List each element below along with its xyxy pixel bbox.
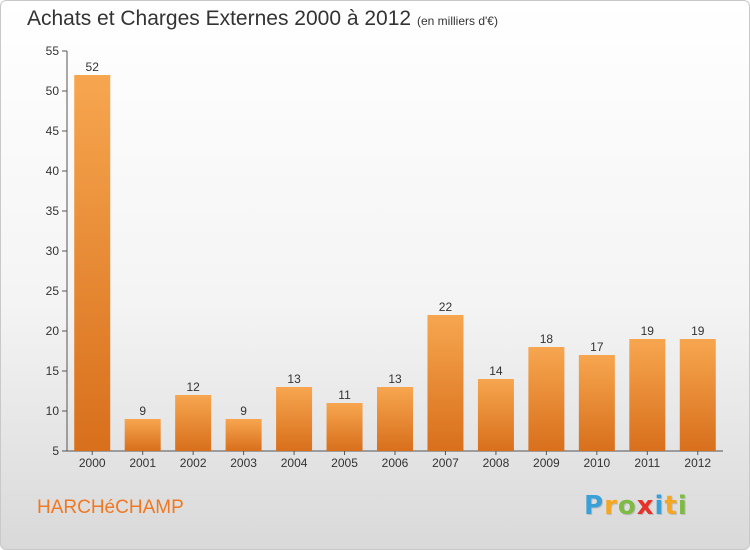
- bar-2005[interactable]: [326, 403, 363, 451]
- logo-letter: o: [617, 491, 637, 521]
- x-tick-label: 2000: [79, 456, 106, 470]
- bar-2008[interactable]: [477, 379, 514, 451]
- bar-value-label: 12: [186, 380, 200, 394]
- bar-2004[interactable]: [276, 387, 313, 451]
- x-tick-label: 2007: [432, 456, 459, 470]
- bar-2001[interactable]: [124, 419, 161, 451]
- y-tick-label: 25: [46, 284, 60, 298]
- bar-value-label: 13: [388, 372, 402, 386]
- y-tick-label: 20: [46, 324, 60, 338]
- logo-letter: P: [584, 491, 605, 521]
- x-tick-label: 2002: [180, 456, 207, 470]
- x-tick-label: 2005: [331, 456, 358, 470]
- y-tick-label: 40: [46, 164, 60, 178]
- bar-value-label: 52: [86, 60, 100, 74]
- logo-letter: x: [636, 491, 655, 521]
- x-tick-label: 2011: [634, 456, 660, 470]
- bar-2007[interactable]: [427, 315, 464, 451]
- x-tick-label: 2004: [281, 456, 308, 470]
- x-tick-label: 2008: [483, 456, 510, 470]
- bar-2003[interactable]: [225, 419, 262, 451]
- bar-value-label: 14: [489, 364, 503, 378]
- y-tick-label: 55: [46, 44, 60, 58]
- chart-unit: (en milliers d'€): [417, 14, 498, 28]
- chart-title: Achats et Charges Externes 2000 à 2012: [27, 7, 412, 30]
- x-tick-label: 2009: [533, 456, 560, 470]
- bar-value-label: 17: [590, 340, 604, 354]
- bar-2011[interactable]: [629, 339, 666, 451]
- bar-2002[interactable]: [175, 395, 212, 451]
- bar-2006[interactable]: [377, 387, 413, 451]
- y-tick-label: 30: [46, 244, 60, 258]
- x-tick-label: 2006: [382, 456, 409, 470]
- logo-letter: i: [654, 491, 665, 521]
- bar-2000[interactable]: [74, 75, 111, 451]
- bar-value-label: 18: [540, 332, 554, 346]
- x-tick-label: 2001: [129, 456, 156, 470]
- bar-2009[interactable]: [528, 347, 565, 451]
- bar-value-label: 9: [240, 404, 247, 418]
- y-tick-label: 10: [46, 404, 60, 418]
- logo-letter: r: [604, 491, 618, 521]
- y-tick-label: 45: [46, 124, 60, 138]
- x-tick-label: 2010: [583, 456, 610, 470]
- y-tick-label: 50: [46, 84, 60, 98]
- y-tick-label: 5: [52, 444, 59, 458]
- proxiti-logo[interactable]: Proxiti: [584, 491, 688, 521]
- bar-value-label: 11: [338, 388, 351, 402]
- bar-value-label: 22: [439, 300, 453, 314]
- bar-value-label: 19: [641, 324, 655, 338]
- logo-letter: t: [664, 491, 678, 521]
- x-tick-label: 2003: [230, 456, 257, 470]
- x-tick-label: 2012: [684, 456, 711, 470]
- bar-value-label: 13: [287, 372, 301, 386]
- bar-2010[interactable]: [578, 355, 615, 451]
- bar-value-label: 9: [139, 404, 146, 418]
- bar-2012[interactable]: [679, 339, 716, 451]
- y-tick-label: 35: [46, 204, 60, 218]
- y-tick-label: 15: [46, 364, 60, 378]
- commune-name: HARCHéCHAMP: [37, 497, 184, 518]
- logo-letter: i: [677, 491, 688, 521]
- bar-value-label: 19: [691, 324, 705, 338]
